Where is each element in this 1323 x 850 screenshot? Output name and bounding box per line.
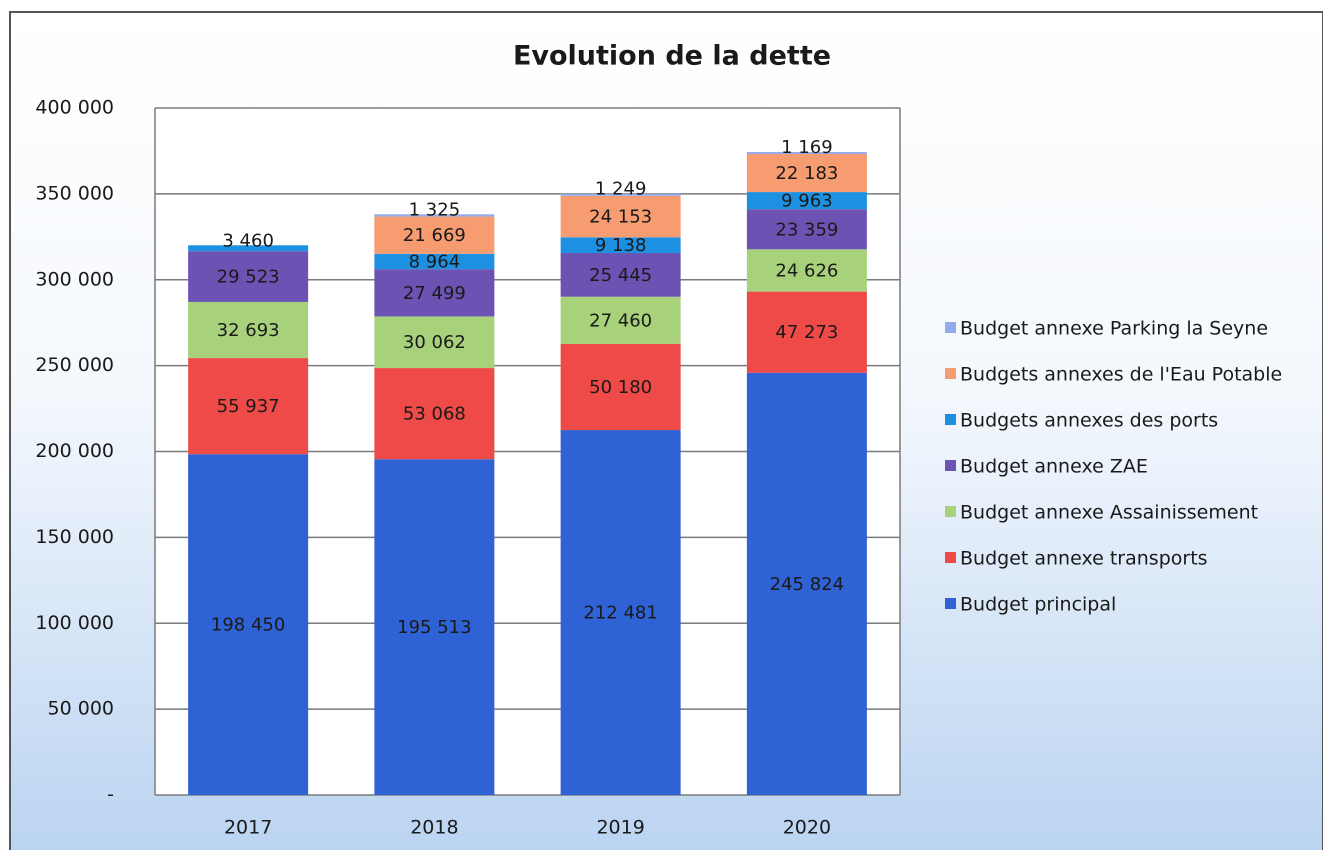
bar-segment [374, 216, 495, 254]
data-label: 27 460 [589, 310, 652, 331]
y-tick-label: 250 000 [35, 354, 114, 376]
bar-segment [560, 237, 681, 254]
data-label: 32 693 [217, 320, 280, 341]
y-tick-label: 300 000 [35, 268, 114, 290]
legend-label: Budget annexe Assainissement [960, 502, 1258, 524]
y-tick-label: 200 000 [35, 440, 114, 462]
bar-segment [560, 195, 681, 238]
x-tick-label: 2019 [596, 817, 644, 839]
legend-label: Budgets annexes de l'Eau Potable [960, 364, 1282, 386]
legend-swatch [945, 506, 956, 517]
x-tick-label: 2020 [783, 817, 831, 839]
data-label: 47 273 [775, 322, 838, 343]
legend-swatch [945, 414, 956, 425]
y-tick-label: 400 000 [35, 97, 114, 119]
x-tick-label: 2018 [410, 817, 458, 839]
bar-segment [560, 296, 681, 344]
data-label: 8 964 [409, 252, 461, 273]
bar-segment [746, 291, 867, 373]
legend-swatch [945, 598, 956, 609]
legend-label: Budgets annexes des ports [960, 410, 1218, 432]
data-label: 30 062 [403, 332, 466, 353]
chart-title: Evolution de la dette [513, 41, 831, 72]
data-label: 198 450 [211, 615, 285, 636]
bar-segment [188, 301, 309, 359]
data-label: 3 460 [222, 230, 274, 251]
bar-segment [560, 253, 681, 297]
data-label: 50 180 [589, 377, 652, 398]
bar-segment [560, 193, 681, 196]
bar-segment [746, 249, 867, 292]
data-label: 21 669 [403, 225, 466, 246]
bar-segment [374, 253, 495, 270]
bar-segment [560, 430, 681, 795]
data-label: 1 169 [781, 137, 833, 158]
bar-segment [374, 368, 495, 460]
legend-label: Budget annexe ZAE [960, 456, 1148, 478]
bar-segment [746, 153, 867, 193]
bar-segment [188, 358, 309, 455]
bar-segment [746, 209, 867, 250]
bar-segment [374, 269, 495, 317]
data-label: 9 963 [781, 191, 833, 212]
legend-swatch [945, 460, 956, 471]
bar-segment [374, 459, 495, 795]
data-label: 212 481 [583, 603, 657, 624]
y-tick-label: 50 000 [48, 698, 114, 720]
data-label: 1 249 [595, 179, 647, 200]
bar-segment [374, 316, 495, 369]
data-label: 22 183 [775, 163, 838, 184]
legend-label: Budget annexe Parking la Seyne [960, 318, 1268, 340]
data-label: 25 445 [589, 265, 652, 286]
legend-swatch [945, 552, 956, 563]
legend-label: Budget principal [960, 594, 1116, 616]
x-tick-label: 2017 [224, 817, 272, 839]
data-label: 23 359 [775, 219, 838, 240]
data-label: 9 138 [595, 235, 647, 256]
data-label: 24 153 [589, 207, 652, 228]
bar-segment [560, 343, 681, 431]
legend-swatch [945, 368, 956, 379]
data-label: 53 068 [403, 404, 466, 425]
legend-swatch [945, 322, 956, 333]
y-tick-label: 150 000 [35, 526, 114, 548]
bar-segment [188, 245, 309, 252]
data-label: 195 513 [397, 617, 471, 638]
data-label: 29 523 [217, 267, 280, 288]
data-label: 245 824 [770, 574, 844, 595]
bar-segment [188, 454, 309, 795]
bar-segment [746, 192, 867, 210]
data-label: 27 499 [403, 283, 466, 304]
y-tick-label: 100 000 [35, 612, 114, 634]
bar-segment [374, 214, 495, 217]
y-tick-label: - [107, 784, 114, 806]
bar-segment [188, 251, 309, 302]
y-tick-label: 350 000 [35, 182, 114, 204]
data-label: 55 937 [217, 396, 280, 417]
bar-segment [746, 372, 867, 795]
bar-segment [746, 151, 867, 154]
legend-label: Budget annexe transports [960, 548, 1208, 570]
data-label: 24 626 [775, 260, 838, 281]
data-label: 1 325 [409, 199, 461, 220]
